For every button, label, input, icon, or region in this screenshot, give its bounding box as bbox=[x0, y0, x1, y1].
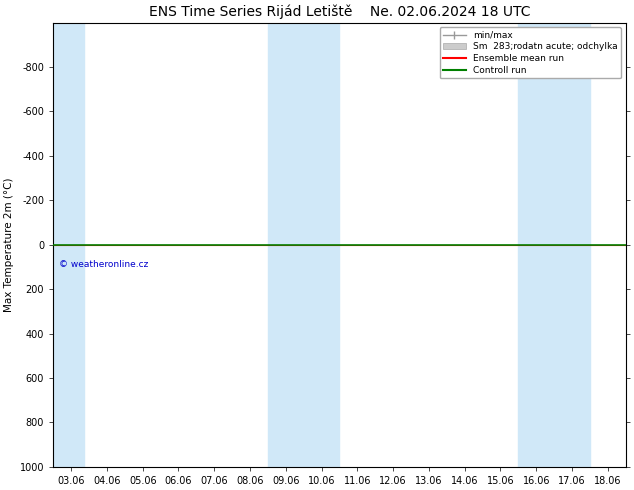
Y-axis label: Max Temperature 2m (°C): Max Temperature 2m (°C) bbox=[4, 177, 14, 312]
Bar bbox=[268, 23, 304, 467]
Bar bbox=[53, 23, 84, 467]
Bar bbox=[519, 23, 554, 467]
Title: ENS Time Series Rijád Letiště    Ne. 02.06.2024 18 UTC: ENS Time Series Rijád Letiště Ne. 02.06.… bbox=[149, 4, 530, 19]
Bar bbox=[304, 23, 339, 467]
Legend: min/max, Sm  283;rodatn acute; odchylka, Ensemble mean run, Controll run: min/max, Sm 283;rodatn acute; odchylka, … bbox=[439, 27, 621, 78]
Text: © weatheronline.cz: © weatheronline.cz bbox=[59, 260, 148, 269]
Bar bbox=[554, 23, 590, 467]
